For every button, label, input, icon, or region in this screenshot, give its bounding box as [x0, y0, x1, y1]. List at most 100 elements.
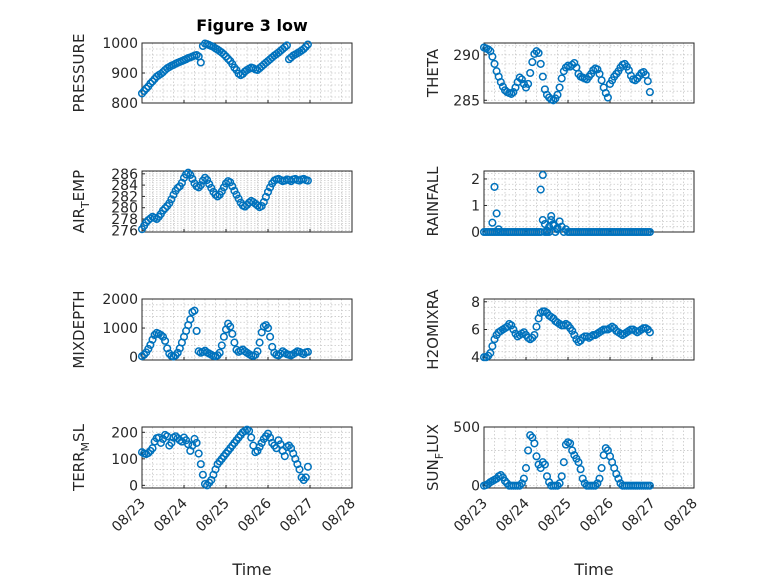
- x-tick-label: 08/27: [619, 496, 659, 536]
- y-tick-label: 1000: [102, 36, 138, 52]
- data-point: [203, 175, 212, 185]
- data-point: [257, 201, 266, 211]
- data-point: [211, 190, 220, 199]
- data-point: [295, 465, 304, 474]
- data-point: [266, 183, 275, 192]
- y-tick-label: 8: [471, 295, 480, 311]
- x-tick-label: 08/23: [451, 496, 491, 536]
- y-tick-label: 276: [111, 223, 138, 239]
- data-point: [547, 212, 556, 221]
- data-point: [538, 170, 547, 180]
- data-point: [171, 432, 180, 441]
- y-tick-label: 200: [111, 425, 138, 441]
- data-point: [589, 66, 598, 75]
- data-point: [601, 444, 610, 453]
- y-tick-label: 0: [471, 225, 480, 241]
- data-point: [593, 65, 602, 74]
- data-point: [173, 348, 182, 357]
- subplot-4: 0 1 2 RAINFALL: [424, 166, 695, 241]
- data-point: [182, 170, 191, 179]
- data-point: [521, 464, 531, 473]
- data-point: [184, 168, 193, 177]
- data-series: [479, 431, 654, 490]
- data-point: [490, 59, 499, 68]
- data-point: [142, 218, 151, 227]
- data-point: [192, 438, 201, 447]
- data-point: [173, 183, 182, 192]
- data-point: [194, 449, 203, 458]
- data-point: [156, 330, 165, 340]
- data-point: [570, 330, 579, 340]
- data-point: [519, 474, 528, 483]
- data-point: [228, 182, 237, 191]
- y-tick-label: 500: [453, 420, 480, 436]
- data-point: [182, 436, 191, 445]
- data-point: [230, 338, 239, 347]
- data-point: [282, 41, 291, 50]
- data-point: [507, 89, 516, 98]
- y-tick-label: 282: [111, 189, 138, 205]
- data-point: [524, 446, 533, 455]
- data-point: [517, 479, 526, 488]
- data-point: [205, 179, 214, 189]
- x-tick-label: 08/24: [151, 495, 191, 535]
- data-point: [561, 63, 570, 72]
- data-point: [532, 322, 541, 331]
- y-tick-label: 0: [129, 350, 138, 366]
- y-tick-label: 278: [111, 212, 138, 228]
- data-point: [280, 43, 289, 52]
- axes-frame: [141, 298, 353, 361]
- data-point: [566, 439, 575, 448]
- data-series: [137, 39, 312, 98]
- data-point: [266, 332, 275, 341]
- data-point: [263, 429, 273, 438]
- data-point: [576, 465, 585, 474]
- data-point: [226, 322, 235, 331]
- data-point: [578, 474, 587, 483]
- data-point: [146, 79, 155, 88]
- data-point: [190, 306, 199, 315]
- data-point: [192, 326, 201, 336]
- data-point: [221, 179, 231, 188]
- data-series: [137, 306, 312, 361]
- data-point: [553, 481, 562, 490]
- data-point: [553, 223, 562, 233]
- y-axis-label: TERRMSL: [70, 423, 92, 492]
- figure-title: Figure 3 low: [196, 16, 308, 35]
- data-point: [496, 471, 505, 480]
- x-tick-label: 08/25: [535, 496, 575, 536]
- subplot-8: 0 500 08/23 08/24 08/25 08/26 08/27 08/28 SUNFLU…: [424, 420, 701, 535]
- data-point: [213, 192, 222, 201]
- data-point: [303, 462, 312, 471]
- data-point: [486, 349, 495, 358]
- y-tick-label: 1000: [102, 321, 138, 337]
- x-tick-label: 08/23: [109, 496, 149, 536]
- data-point: [196, 181, 205, 190]
- data-point: [645, 328, 654, 337]
- data-point: [528, 58, 537, 67]
- data-point: [228, 329, 237, 338]
- y-tick-label: 900: [111, 66, 138, 82]
- data-point: [303, 176, 312, 185]
- x-tick-label: 08/28: [319, 496, 359, 536]
- data-series: [137, 425, 312, 490]
- data-point: [274, 436, 283, 445]
- data-point: [247, 433, 256, 442]
- subplot-2: 285 290 THETA: [424, 42, 695, 109]
- data-point: [253, 446, 262, 455]
- data-point: [559, 458, 568, 467]
- x-tick-label: 08/25: [193, 496, 233, 536]
- data-point: [542, 226, 552, 235]
- data-point: [534, 48, 543, 58]
- x-tick-label: 08/26: [235, 495, 275, 535]
- axes-frame: [483, 170, 695, 233]
- data-point: [645, 227, 654, 237]
- data-point: [490, 182, 499, 191]
- data-point: [526, 68, 535, 78]
- data-point: [484, 45, 493, 54]
- data-point: [232, 190, 241, 199]
- data-point: [612, 469, 621, 478]
- x-tick-label: 08/24: [493, 495, 533, 535]
- y-tick-label: 286: [111, 167, 138, 183]
